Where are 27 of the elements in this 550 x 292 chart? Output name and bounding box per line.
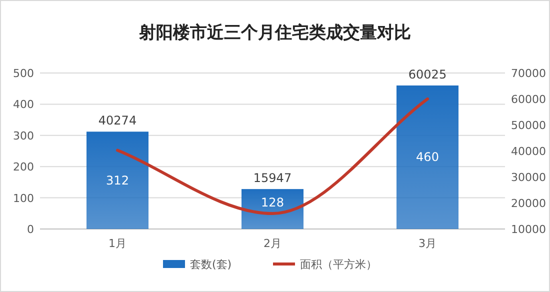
y2-tick-label: 70000 — [511, 67, 546, 80]
legend-label: 套数(套) — [190, 258, 232, 271]
data-label: 40274 — [98, 114, 137, 128]
data-label: 15947 — [253, 171, 292, 186]
x-tick-label: 1月 — [108, 237, 126, 250]
y2-tick-label: 60000 — [511, 93, 546, 106]
data-label: 312 — [106, 173, 129, 188]
data-label: 128 — [261, 196, 284, 210]
data-label: 460 — [416, 150, 439, 164]
y2-tick-label: 20000 — [511, 197, 546, 210]
y-tick-label: 100 — [13, 192, 34, 205]
y-tick-label: 0 — [27, 223, 34, 236]
y-tick-label: 500 — [13, 67, 34, 80]
y2-tick-label: 50000 — [511, 119, 546, 132]
y2-tick-label: 30000 — [511, 171, 546, 184]
x-tick-label: 2月 — [264, 237, 282, 250]
y-tick-label: 200 — [13, 160, 34, 174]
y-tick-label: 300 — [13, 129, 34, 142]
bar — [86, 132, 148, 229]
bar — [396, 85, 458, 229]
x-tick-label: 3月 — [418, 237, 436, 250]
legend-label: 面积（平方米） — [300, 258, 377, 271]
data-label: 60025 — [408, 67, 447, 82]
y2-tick-label: 10000 — [511, 223, 546, 236]
y2-tick-label: 40000 — [511, 145, 546, 158]
chart-title: 射阳楼市近三个月住宅类成交量对比 — [138, 23, 411, 43]
y-tick-label: 400 — [13, 98, 34, 112]
